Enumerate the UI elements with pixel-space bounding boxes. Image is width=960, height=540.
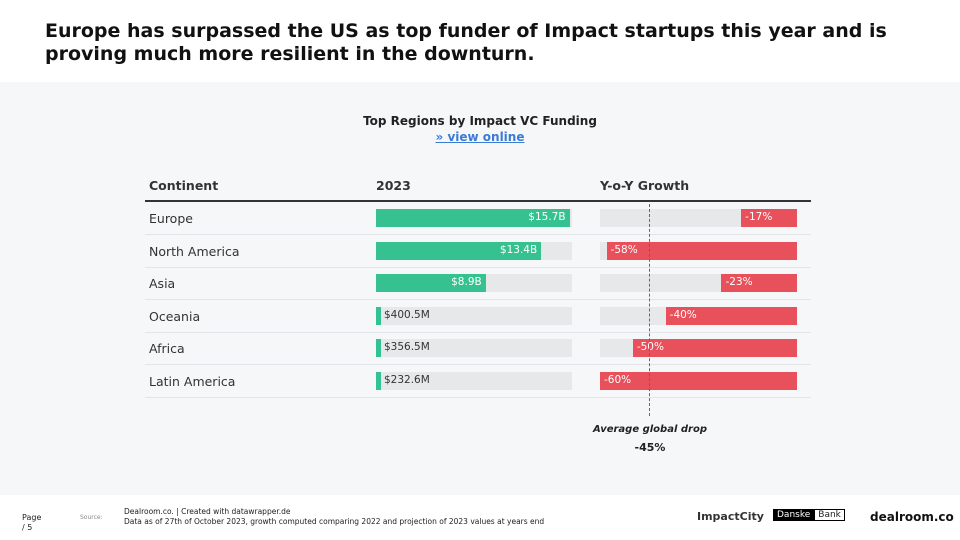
funding-value-label: $356.5M bbox=[384, 341, 430, 354]
header-yoy: Y-o-Y Growth bbox=[600, 178, 690, 193]
table-row: Asia $8.9B -23% bbox=[145, 267, 811, 301]
growth-track: -50% bbox=[600, 339, 797, 358]
table-row: Africa $356.5M -50% bbox=[145, 332, 811, 366]
funding-bar bbox=[376, 306, 381, 325]
region-label: Europe bbox=[149, 211, 193, 226]
average-label: Average global drop bbox=[593, 424, 707, 435]
table-row: Europe $15.7B -17% bbox=[145, 202, 811, 235]
growth-value-label: -60% bbox=[604, 374, 632, 386]
growth-value-label: -23% bbox=[725, 276, 753, 289]
table-row: Oceania $400.5M -40% bbox=[145, 300, 811, 333]
footer-note: Data as of 27th of October 2023, growth … bbox=[124, 517, 545, 526]
footer-credit: Dealroom.co. | Created with datawrapper.… bbox=[124, 507, 291, 516]
funding-value-label: $13.4B bbox=[499, 243, 538, 256]
impactcity-logo: ImpactCity bbox=[697, 510, 764, 523]
funding-track: $400.5M bbox=[376, 306, 572, 325]
funding-track: $13.4B bbox=[376, 241, 572, 260]
dealroom-logo: dealroom.co bbox=[870, 510, 954, 524]
header-divider bbox=[145, 200, 811, 202]
funding-bar bbox=[376, 274, 486, 293]
growth-bar bbox=[741, 209, 797, 227]
growth-track: -40% bbox=[600, 306, 797, 325]
funding-bar bbox=[376, 241, 542, 260]
funding-value-label: $400.5M bbox=[384, 308, 430, 321]
growth-value-label: -50% bbox=[636, 341, 664, 354]
growth-track: -60% bbox=[600, 372, 797, 390]
chart-title: Top Regions by Impact VC Funding bbox=[363, 114, 597, 128]
funding-value-label: $15.7B bbox=[528, 211, 566, 223]
growth-bar bbox=[721, 274, 797, 293]
header-2023: 2023 bbox=[376, 178, 411, 193]
growth-value-label: -40% bbox=[669, 308, 697, 321]
funding-track: $8.9B bbox=[376, 274, 572, 293]
growth-bar bbox=[606, 241, 797, 260]
average-line bbox=[649, 204, 651, 416]
growth-bar bbox=[665, 306, 797, 325]
growth-track: -58% bbox=[600, 241, 797, 260]
danske-bank-logo: Danske Bank bbox=[773, 509, 845, 521]
funding-bar bbox=[376, 372, 381, 390]
region-label: Latin America bbox=[149, 374, 236, 389]
growth-value-label: -58% bbox=[610, 243, 638, 256]
funding-bar bbox=[376, 209, 570, 227]
bank-logo-text: Bank bbox=[814, 509, 845, 521]
region-label: North America bbox=[149, 243, 240, 259]
danske-logo-text: Danske bbox=[773, 509, 815, 521]
funding-bar bbox=[376, 339, 381, 358]
region-label: Africa bbox=[149, 341, 185, 357]
table-row: Latin America $232.6M -60% bbox=[145, 365, 811, 398]
growth-track: -17% bbox=[600, 209, 797, 227]
header-continent: Continent bbox=[149, 178, 219, 193]
funding-track: $356.5M bbox=[376, 339, 572, 358]
funding-value-label: $232.6M bbox=[384, 374, 430, 386]
growth-track: -23% bbox=[600, 274, 797, 293]
page-number: Page / 5 bbox=[22, 513, 42, 532]
funding-track: $232.6M bbox=[376, 372, 572, 390]
growth-value-label: -17% bbox=[745, 211, 773, 223]
region-label: Oceania bbox=[149, 308, 201, 324]
funding-track: $15.7B bbox=[376, 209, 572, 227]
source-label: Source: bbox=[80, 514, 103, 521]
region-label: Asia bbox=[149, 276, 176, 292]
funding-value-label: $8.9B bbox=[451, 276, 482, 289]
view-online-link[interactable]: » view online bbox=[435, 130, 525, 144]
headline: Europe has surpassed the US as top funde… bbox=[45, 20, 887, 65]
growth-bar bbox=[632, 339, 797, 358]
average-value: -45% bbox=[634, 441, 666, 454]
table-row: North America $13.4B -58% bbox=[145, 235, 811, 268]
